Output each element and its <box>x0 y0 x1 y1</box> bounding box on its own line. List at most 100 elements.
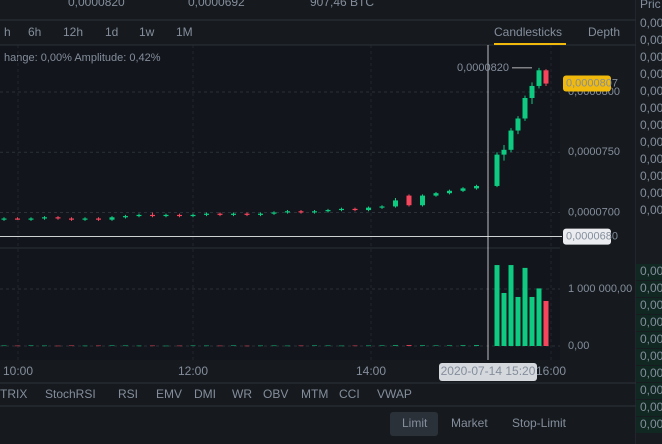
interval-button[interactable]: 1M <box>176 25 193 39</box>
order-tab[interactable]: Limit <box>402 416 428 430</box>
volume-bar <box>96 345 101 347</box>
bid-depth <box>636 264 662 280</box>
candle-body <box>543 70 549 84</box>
interval-button[interactable]: 6h <box>28 25 41 39</box>
candle-body <box>379 206 385 208</box>
indicator-button[interactable]: CCI <box>339 387 360 401</box>
volume-bar <box>529 296 535 346</box>
view-tab[interactable]: Candlesticks <box>494 25 562 39</box>
bid-price: 0,00 <box>640 400 662 414</box>
indicator-button[interactable]: MTM <box>301 387 328 401</box>
volume-bar <box>393 345 398 346</box>
bid-depth <box>636 298 662 314</box>
candle-body <box>136 214 142 217</box>
volume-bar <box>258 345 263 347</box>
ask-price: 0,00 <box>640 101 662 115</box>
chart-pane <box>0 45 560 360</box>
ask-price: 0,00 <box>640 16 662 30</box>
volume-bar <box>244 345 250 347</box>
order-tab[interactable]: Stop-Limit <box>512 416 567 430</box>
bid-price: 0,00 <box>640 264 662 278</box>
volume-bar <box>352 345 358 347</box>
interval-button[interactable]: 1w <box>139 25 155 39</box>
candle-body <box>515 118 521 131</box>
bid-price: 0,00 <box>640 366 662 380</box>
x-tick-label: 10:00 <box>3 364 33 378</box>
x-tick-label: 12:00 <box>178 364 208 378</box>
bid-depth <box>636 383 662 399</box>
view-tab[interactable]: Depth <box>588 25 620 39</box>
indicator-button[interactable]: WR <box>232 387 252 401</box>
ticker-high: 0,0000820 <box>68 0 125 9</box>
candle-body <box>460 188 466 191</box>
volume-bar <box>460 345 466 346</box>
volume-bar <box>501 292 507 346</box>
indicator-button[interactable]: TRIX <box>0 387 27 401</box>
candle-body <box>28 218 34 220</box>
bid-depth <box>636 400 662 416</box>
candle-body <box>1 218 7 220</box>
indicator-button[interactable]: StochRSI <box>45 387 96 401</box>
bid-depth <box>636 281 662 297</box>
volume-bar <box>447 345 452 346</box>
candle-body <box>285 211 290 213</box>
candle-body <box>150 214 155 217</box>
indicator-button[interactable]: VWAP <box>377 387 412 401</box>
candle-body <box>231 213 236 215</box>
interval-button[interactable]: 12h <box>63 25 83 39</box>
order-tab[interactable]: Market <box>451 416 488 430</box>
crosshair-tag <box>563 228 611 245</box>
candle-body <box>204 213 209 215</box>
y-tick-label: 0,0000700 <box>568 206 620 218</box>
bid-depth <box>636 349 662 365</box>
volume-bar <box>433 345 439 346</box>
candle-body <box>109 217 115 220</box>
indicator-button[interactable]: EMV <box>156 387 182 401</box>
interval-button[interactable]: h <box>4 25 11 39</box>
indicator-button[interactable]: DMI <box>194 387 216 401</box>
interval-button[interactable]: 1d <box>105 25 118 39</box>
volume-bar <box>285 345 290 347</box>
candle-body <box>82 218 88 220</box>
candle-body <box>15 218 20 220</box>
candle-body <box>42 217 47 219</box>
ask-price: 0,00 <box>640 33 662 47</box>
candle-body <box>55 217 61 219</box>
indicator-button[interactable]: OBV <box>263 387 288 401</box>
candle-body <box>325 210 331 212</box>
volume-bar <box>494 265 500 346</box>
volume-bar <box>420 345 425 346</box>
volume-bar <box>150 345 155 347</box>
volume-bar <box>543 300 549 346</box>
volume-bar <box>15 345 20 347</box>
ask-price: 0,00 <box>640 135 662 149</box>
volume-bar <box>271 345 277 347</box>
bid-price: 0,00 <box>640 349 662 363</box>
ask-price: 0,00 <box>640 118 662 132</box>
bid-depth <box>636 315 662 331</box>
volume-bar <box>339 345 344 347</box>
volume-bar <box>177 345 182 347</box>
ask-price: 0,00 <box>640 50 662 64</box>
volume-bar <box>508 265 514 346</box>
candle-body <box>271 212 277 214</box>
volume-bar <box>231 345 236 346</box>
volume-bar <box>82 345 88 347</box>
bid-price: 0,00 <box>640 332 662 346</box>
volume-bar <box>474 345 479 346</box>
ask-price: 0,00 <box>640 84 662 98</box>
indicator-button[interactable]: RSI <box>118 387 138 401</box>
volume-bar <box>366 345 371 347</box>
volume-bar <box>136 345 142 347</box>
bid-price: 0,00 <box>640 383 662 397</box>
active-tab-bg <box>390 412 438 436</box>
volume-bar <box>379 345 385 346</box>
candle-body <box>474 185 479 189</box>
bid-price: 0,00 <box>640 281 662 295</box>
volume-bar <box>536 288 542 346</box>
candle-body <box>366 207 371 211</box>
x-tick-label: 16:00 <box>536 364 566 378</box>
volume-bar <box>123 345 128 347</box>
volume-bar <box>522 267 528 346</box>
